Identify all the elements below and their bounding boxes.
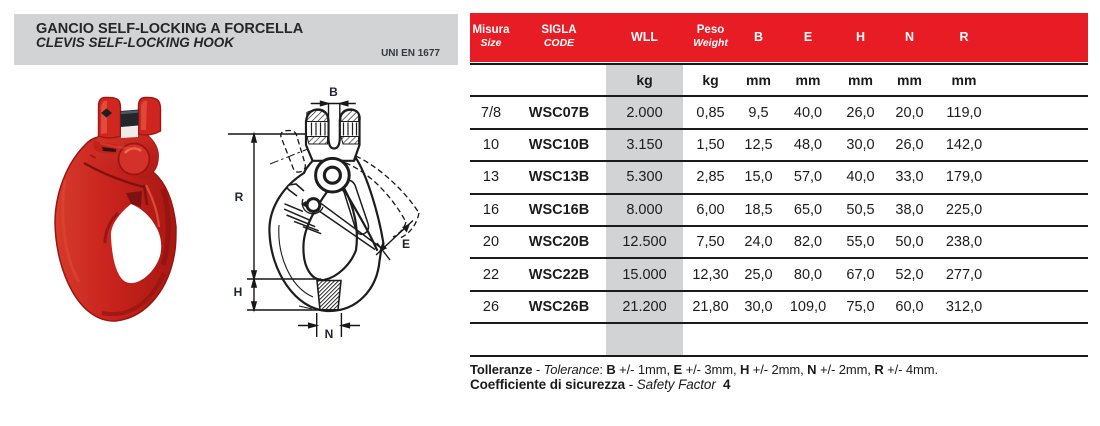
svg-text:B: B <box>329 85 338 99</box>
svg-text:E: E <box>402 237 410 251</box>
svg-text:H: H <box>234 285 243 299</box>
svg-text:R: R <box>235 190 244 204</box>
svg-text:N: N <box>325 327 334 341</box>
